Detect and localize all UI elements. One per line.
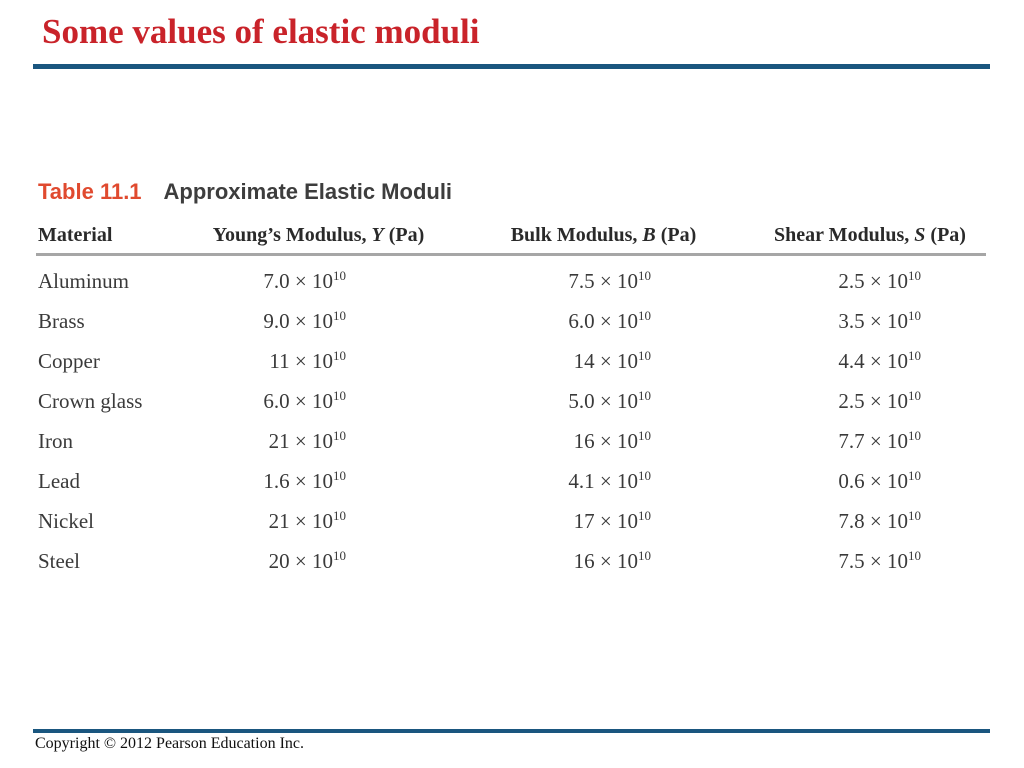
table-number-label: Table 11.1 — [38, 179, 142, 204]
exponent: 10 — [638, 347, 651, 363]
exponent: 10 — [333, 347, 346, 363]
column-header: Young’s Modulus, Y (Pa) — [212, 224, 425, 246]
table-body: Aluminum 7.0 × 1010 7.5 × 1010 2.5 × 1010 Br… — [36, 261, 986, 581]
youngs-modulus-value: 1.6 × 1010 — [263, 467, 346, 493]
table-header-divider — [36, 253, 986, 256]
bulk-modulus-value: 17 × 1010 — [573, 507, 651, 533]
table-row: Crown glass 6.0 × 1010 5.0 × 1010 2.5 × 101… — [36, 381, 986, 421]
table-caption: Table 11.1 Approximate Elastic Moduli — [36, 179, 986, 205]
exponent: 10 — [333, 467, 346, 483]
exponent: 10 — [638, 507, 651, 523]
exponent: 10 — [908, 347, 921, 363]
bulk-modulus-value: 4.1 × 1010 — [568, 467, 651, 493]
column-header: Shear Modulus, S (Pa) — [774, 224, 966, 246]
material-cell: Copper — [38, 348, 100, 373]
exponent: 10 — [638, 387, 651, 403]
exponent: 10 — [333, 547, 346, 563]
exponent: 10 — [638, 467, 651, 483]
youngs-modulus-value: 6.0 × 1010 — [263, 387, 346, 413]
youngs-modulus-value: 21 × 1010 — [268, 427, 346, 453]
table-row: Brass 9.0 × 1010 6.0 × 1010 3.5 × 1010 — [36, 301, 986, 341]
exponent: 10 — [908, 427, 921, 443]
table-row: Steel 20 × 1010 16 × 1010 7.5 × 1010 — [36, 541, 986, 581]
youngs-modulus-value: 20 × 1010 — [268, 547, 346, 573]
exponent: 10 — [333, 427, 346, 443]
table-header-row: Material Young’s Modulus, Y (Pa) Bulk Modu… — [36, 224, 986, 247]
shear-modulus-value: 7.7 × 1010 — [838, 427, 921, 453]
exponent: 10 — [908, 467, 921, 483]
youngs-modulus-value: 21 × 1010 — [268, 507, 346, 533]
exponent: 10 — [908, 547, 921, 563]
column-header: Bulk Modulus, B (Pa) — [510, 224, 697, 246]
exponent: 10 — [908, 307, 921, 323]
shear-modulus-value: 2.5 × 1010 — [838, 267, 921, 293]
shear-modulus-value: 3.5 × 1010 — [838, 307, 921, 333]
column-symbol: S — [914, 224, 926, 246]
column-header: Material — [38, 224, 113, 246]
title-divider — [33, 64, 990, 69]
bulk-modulus-value: 14 × 1010 — [573, 347, 651, 373]
exponent: 10 — [333, 507, 346, 523]
exponent: 10 — [908, 387, 921, 403]
shear-modulus-value: 7.8 × 1010 — [838, 507, 921, 533]
material-cell: Crown glass — [38, 388, 143, 413]
exponent: 10 — [638, 267, 651, 283]
exponent: 10 — [638, 427, 651, 443]
column-symbol: B — [642, 224, 656, 246]
exponent: 10 — [333, 307, 346, 323]
material-cell: Nickel — [38, 508, 94, 533]
material-cell: Aluminum — [38, 268, 130, 293]
bulk-modulus-value: 16 × 1010 — [573, 427, 651, 453]
copyright-text: Copyright © 2012 Pearson Education Inc. — [35, 735, 304, 752]
table-title: Approximate Elastic Moduli — [163, 179, 453, 204]
material-cell: Brass — [38, 308, 85, 333]
table-row: Iron 21 × 1010 16 × 1010 7.7 × 1010 — [36, 421, 986, 461]
exponent: 10 — [908, 267, 921, 283]
table-row: Aluminum 7.0 × 1010 7.5 × 1010 2.5 × 1010 — [36, 261, 986, 301]
exponent: 10 — [638, 547, 651, 563]
footer-divider — [33, 729, 990, 733]
bulk-modulus-value: 16 × 1010 — [573, 547, 651, 573]
exponent: 10 — [908, 507, 921, 523]
exponent: 10 — [638, 307, 651, 323]
bulk-modulus-value: 5.0 × 1010 — [568, 387, 651, 413]
material-cell: Iron — [38, 428, 73, 453]
exponent: 10 — [333, 267, 346, 283]
shear-modulus-value: 7.5 × 1010 — [838, 547, 921, 573]
youngs-modulus-value: 9.0 × 1010 — [263, 307, 346, 333]
bulk-modulus-value: 7.5 × 1010 — [568, 267, 651, 293]
table-row: Lead 1.6 × 1010 4.1 × 1010 0.6 × 1010 — [36, 461, 986, 501]
youngs-modulus-value: 7.0 × 1010 — [263, 267, 346, 293]
elastic-moduli-table: Table 11.1 Approximate Elastic Moduli Ma… — [36, 179, 986, 581]
shear-modulus-value: 0.6 × 1010 — [838, 467, 921, 493]
material-cell: Steel — [38, 548, 80, 573]
shear-modulus-value: 4.4 × 1010 — [838, 347, 921, 373]
column-symbol: Y — [371, 224, 384, 246]
table-row: Nickel 21 × 1010 17 × 1010 7.8 × 1010 — [36, 501, 986, 541]
exponent: 10 — [333, 387, 346, 403]
table-row: Copper 11 × 1010 14 × 1010 4.4 × 1010 — [36, 341, 986, 381]
youngs-modulus-value: 11 × 1010 — [269, 347, 346, 373]
material-cell: Lead — [38, 468, 80, 493]
page-title: Some values of elastic moduli — [42, 12, 480, 51]
bulk-modulus-value: 6.0 × 1010 — [568, 307, 651, 333]
shear-modulus-value: 2.5 × 1010 — [838, 387, 921, 413]
